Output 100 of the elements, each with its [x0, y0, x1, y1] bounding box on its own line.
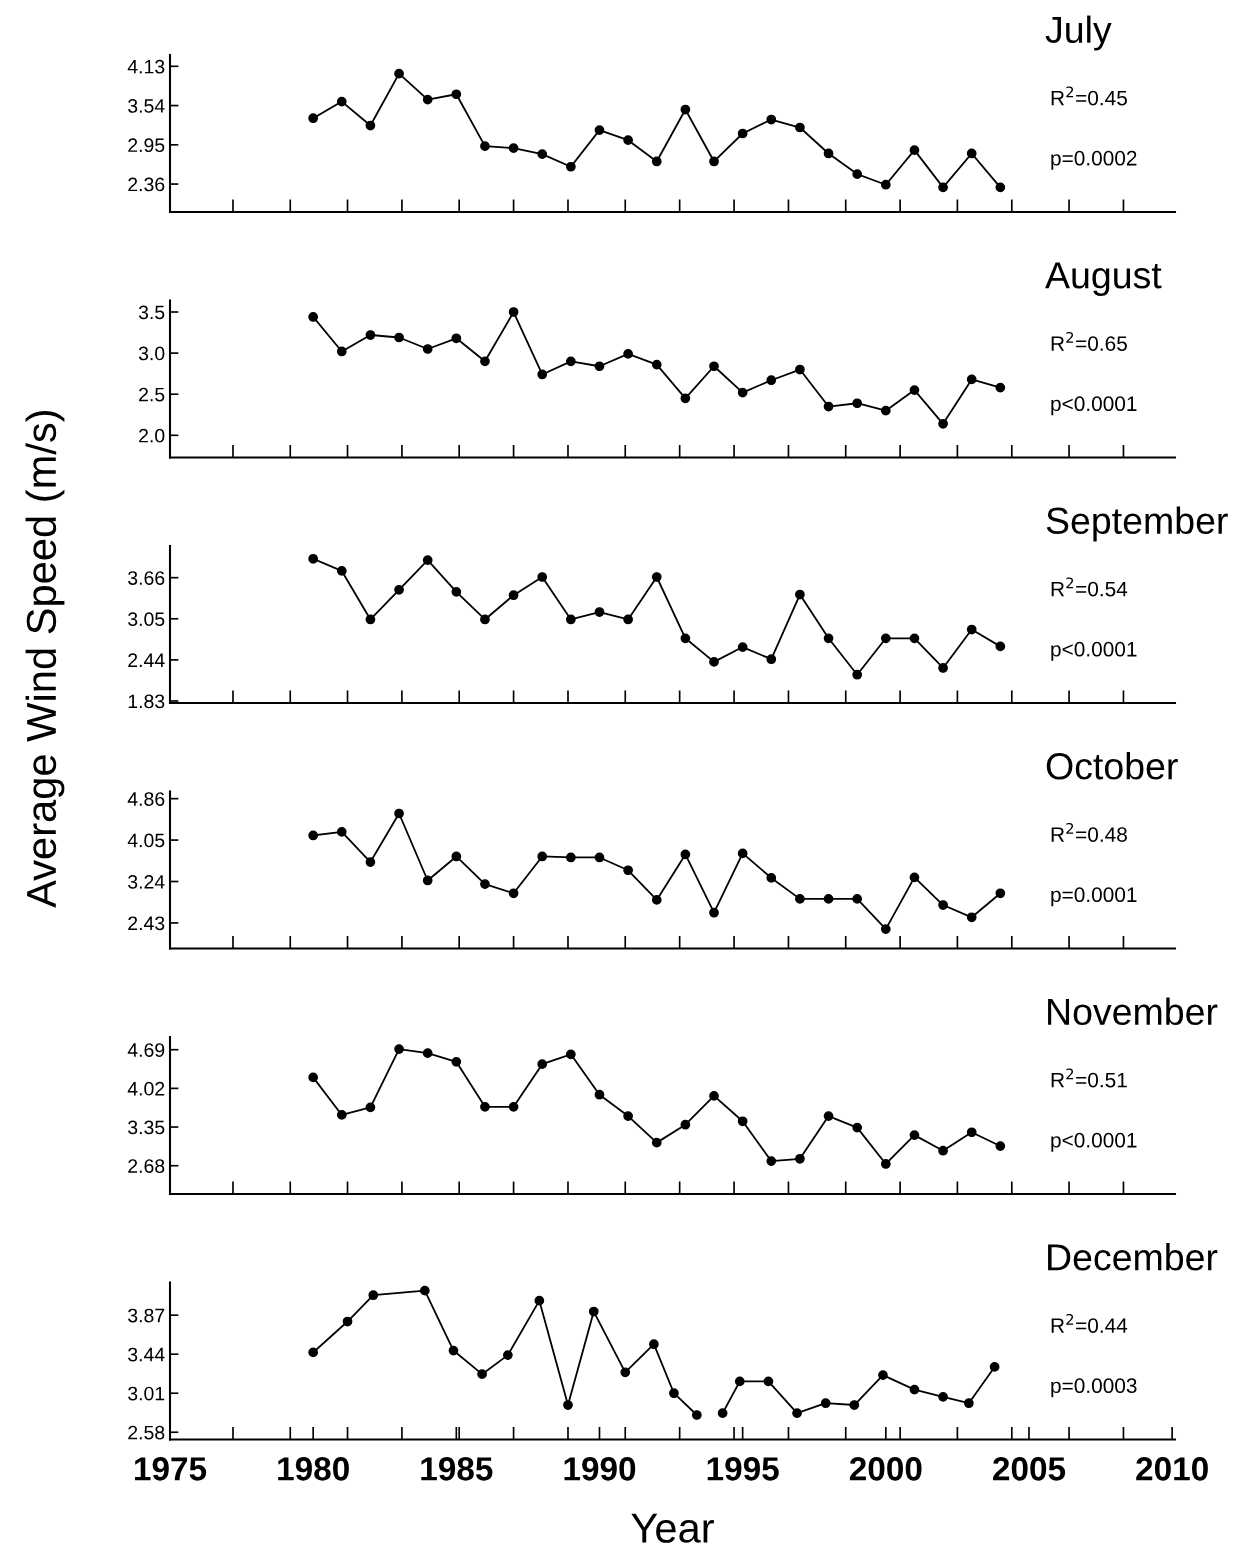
annotation: p<0.0001 — [1051, 396, 1137, 416]
point — [451, 1056, 462, 1067]
y-tick-label: 2.43 — [128, 916, 165, 931]
y-tick-label: 3.24 — [128, 874, 165, 889]
point — [938, 1391, 948, 1402]
point — [938, 418, 948, 429]
annotation: R$^{2}$=0.51 — [1051, 1068, 1127, 1088]
point — [336, 566, 347, 576]
y-tick-label: 3.44 — [128, 1347, 165, 1362]
y-tick-label: 2.5 — [139, 387, 165, 402]
annotation: R$^{2}$=0.54 — [1051, 577, 1128, 597]
chart-title: December — [1048, 1243, 1218, 1271]
point — [938, 900, 948, 910]
point — [938, 663, 948, 673]
point — [394, 584, 404, 595]
point — [909, 1384, 920, 1395]
point — [709, 361, 719, 372]
point — [594, 607, 605, 617]
point — [594, 361, 605, 372]
point — [508, 888, 519, 899]
point — [880, 179, 891, 190]
point — [422, 1048, 433, 1059]
point — [308, 830, 319, 841]
point — [451, 333, 462, 344]
point — [909, 145, 920, 155]
point — [651, 359, 662, 370]
point — [537, 369, 548, 380]
y-tick-label: 2.58 — [128, 1425, 165, 1440]
point — [336, 827, 347, 837]
point — [737, 128, 748, 139]
point — [795, 122, 805, 133]
point — [365, 120, 376, 131]
point — [394, 808, 404, 819]
x-tick-label: 1975 — [135, 1457, 207, 1481]
point — [394, 332, 404, 343]
point — [766, 654, 777, 665]
point — [963, 1398, 974, 1409]
point — [680, 393, 691, 404]
point — [623, 349, 633, 359]
x-tick-label: 1990 — [564, 1457, 636, 1481]
point — [422, 344, 433, 354]
y-tick-label: 4.05 — [127, 833, 165, 848]
y-tick-label: 2.68 — [128, 1159, 165, 1173]
point — [594, 852, 605, 863]
point — [394, 1044, 404, 1054]
point — [649, 1339, 659, 1350]
point — [880, 924, 891, 934]
y-tick-label: 4.69 — [127, 1043, 165, 1057]
point — [451, 851, 462, 862]
y-tick-label: 2.36 — [128, 177, 165, 192]
point — [878, 1370, 888, 1380]
point — [308, 1072, 319, 1083]
point — [534, 1295, 545, 1306]
point — [766, 114, 777, 125]
point — [422, 94, 433, 105]
point — [419, 1285, 430, 1296]
point — [623, 135, 633, 146]
point — [508, 590, 519, 601]
point — [623, 865, 633, 876]
annotation: p<0.0001 — [1051, 641, 1137, 661]
point — [508, 307, 519, 317]
point — [709, 1091, 719, 1101]
point — [823, 894, 834, 904]
point — [594, 125, 605, 136]
point — [422, 555, 433, 566]
x-tick-label: 2005 — [993, 1457, 1066, 1481]
x-tick-label: 2000 — [849, 1457, 922, 1481]
point — [308, 312, 319, 322]
point — [342, 1316, 353, 1327]
point — [766, 375, 777, 386]
point — [852, 894, 863, 904]
point — [308, 113, 319, 124]
point — [451, 89, 462, 100]
point — [737, 642, 748, 652]
point — [820, 1398, 831, 1409]
point — [620, 1367, 631, 1378]
point — [508, 1101, 519, 1112]
point — [365, 857, 376, 867]
y-tick-label: 4.13 — [127, 59, 165, 74]
point — [766, 1156, 777, 1166]
point — [480, 614, 490, 625]
point — [995, 382, 1006, 393]
y-tick-label: 2.44 — [128, 653, 165, 667]
point — [651, 572, 662, 582]
chart-title: October — [1046, 752, 1178, 780]
point — [565, 161, 576, 172]
annotation: R$^{2}$=0.44 — [1051, 1313, 1128, 1333]
x-tick-label: 1980 — [278, 1457, 349, 1481]
annotation: R$^{2}$=0.48 — [1051, 822, 1127, 842]
y-tick-label: 3.87 — [128, 1308, 165, 1323]
point — [909, 385, 920, 395]
point — [849, 1400, 860, 1410]
point — [880, 405, 891, 416]
point — [680, 849, 691, 860]
point — [880, 633, 891, 644]
x-tick-label: 1985 — [421, 1457, 493, 1481]
point — [737, 1116, 748, 1127]
y-tick-label: 3.05 — [128, 612, 165, 627]
point — [852, 1122, 863, 1133]
point — [537, 572, 548, 582]
